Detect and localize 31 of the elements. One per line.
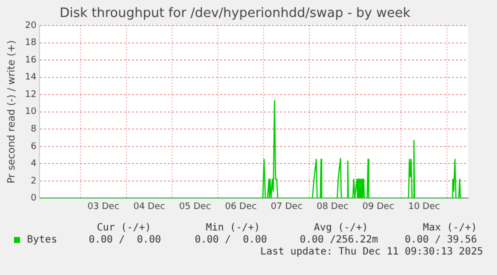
x-tick-label: 07 Dec: [270, 202, 303, 212]
text: 0.00 / 0.00: [88, 234, 161, 246]
legend-label: Bytes: [27, 234, 58, 246]
y-tick-label: 20: [25, 20, 37, 31]
text: Cur (-/+): [96, 222, 151, 234]
y-tick-label: 4: [30, 159, 37, 170]
text: Min (-/+): [206, 222, 260, 234]
x-tick-label: 03 Dec: [88, 202, 120, 212]
text: 0.00 / 39.56: [404, 234, 477, 246]
x-tick-label: 10 Dec: [408, 202, 440, 212]
y-tick-label: 10: [25, 107, 37, 118]
x-tick-label: 06 Dec: [224, 202, 257, 212]
x-tick-label: 09 Dec: [362, 202, 394, 212]
text: Last update: Thu Dec 11 09:30:13 2025: [260, 246, 483, 258]
x-tick-label: 04 Dec: [133, 202, 166, 212]
x-tick-label: 08 Dec: [316, 202, 348, 212]
text: Max (-/+): [422, 222, 477, 234]
y-tick-label: 0: [30, 194, 37, 204]
y-axis-title: Pr second read (-) / write (+): [6, 40, 18, 184]
chart-title: Disk throughput for /dev/hyperionhdd/swap - by week: [60, 6, 411, 22]
y-tick-label: 16: [25, 55, 37, 66]
y-tick-label: 2: [30, 176, 36, 186]
text: Avg (-/+): [314, 222, 368, 234]
y-tick-label: 18: [25, 38, 37, 48]
text: 0.00 /256.22m: [300, 234, 378, 246]
text: 0.00 / 0.00: [194, 234, 267, 246]
y-tick-label: 12: [25, 90, 36, 100]
y-tick-label: 6: [30, 142, 37, 152]
x-tick-label: 05 Dec: [179, 202, 211, 212]
y-tick-label: 8: [30, 124, 37, 135]
y-tick-label: 14: [25, 72, 37, 83]
